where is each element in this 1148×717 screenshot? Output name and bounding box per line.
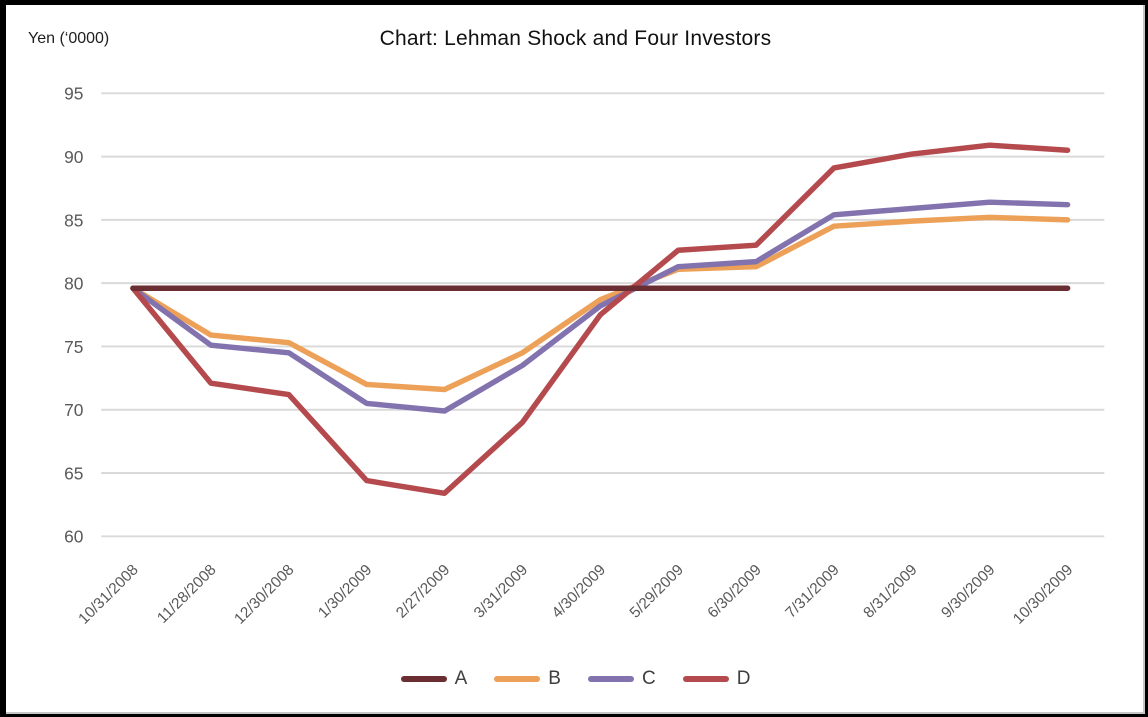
- legend-label: B: [548, 668, 561, 689]
- legend-line-marker-icon: [400, 676, 447, 682]
- series-line-D: [130, 142, 1071, 496]
- x-tick-label: 9/30/2009: [938, 561, 998, 621]
- legend-label: A: [454, 668, 468, 689]
- chart-legend: A B C D: [6, 668, 1145, 690]
- y-tick-label: 75: [64, 337, 83, 357]
- series-line-B: [130, 214, 1071, 393]
- x-tick-label: 10/31/2008: [75, 561, 141, 627]
- x-tick-label: 1/30/2009: [315, 561, 375, 621]
- y-tick-label: 60: [64, 527, 83, 547]
- y-axis-tick-labels: 95 90 85 80 75 70 65 60: [64, 84, 83, 547]
- x-tick-label: 2/27/2009: [393, 561, 453, 621]
- legend-line-marker-icon: [494, 676, 541, 682]
- x-tick-label: 5/29/2009: [627, 561, 687, 621]
- y-tick-label: 65: [64, 463, 83, 483]
- legend-line-marker-icon: [682, 676, 729, 682]
- y-tick-label: 90: [64, 147, 83, 167]
- x-tick-label: 10/30/2009: [1010, 561, 1076, 627]
- x-tick-label: 3/31/2009: [471, 561, 531, 621]
- y-tick-label: 85: [64, 210, 83, 230]
- y-tick-label: 95: [64, 84, 83, 104]
- x-tick-label: 12/30/2008: [231, 561, 297, 627]
- x-tick-label: 11/28/2008: [154, 561, 220, 626]
- legend-item-B: B: [494, 668, 561, 690]
- series-line-C: [130, 199, 1071, 414]
- y-axis-unit-label: Yen (‘0000): [28, 30, 110, 47]
- legend-item-D: D: [682, 668, 751, 690]
- x-tick-label: 6/30/2009: [704, 561, 764, 621]
- legend-label: D: [736, 668, 751, 689]
- x-tick-label: 7/31/2009: [782, 561, 842, 621]
- y-tick-label: 70: [64, 400, 83, 420]
- legend-item-A: A: [400, 668, 468, 690]
- chart-title: Chart: Lehman Shock and Four Investors: [379, 27, 772, 50]
- x-axis-tick-labels: 10/31/2008 11/28/2008 12/30/2008 1/30/2009 2…: [75, 561, 1076, 627]
- legend-item-C: C: [587, 668, 656, 690]
- chart-plot-area: 95 90 85 80 75 70 65 60 10/31/2008 11/28/2008 12/3…: [64, 84, 1105, 628]
- x-tick-label: 4/30/2009: [549, 561, 609, 621]
- legend-label: C: [641, 668, 656, 689]
- x-tick-label: 8/31/2009: [860, 561, 920, 621]
- y-tick-label: 80: [64, 274, 83, 294]
- legend-line-marker-icon: [587, 676, 634, 682]
